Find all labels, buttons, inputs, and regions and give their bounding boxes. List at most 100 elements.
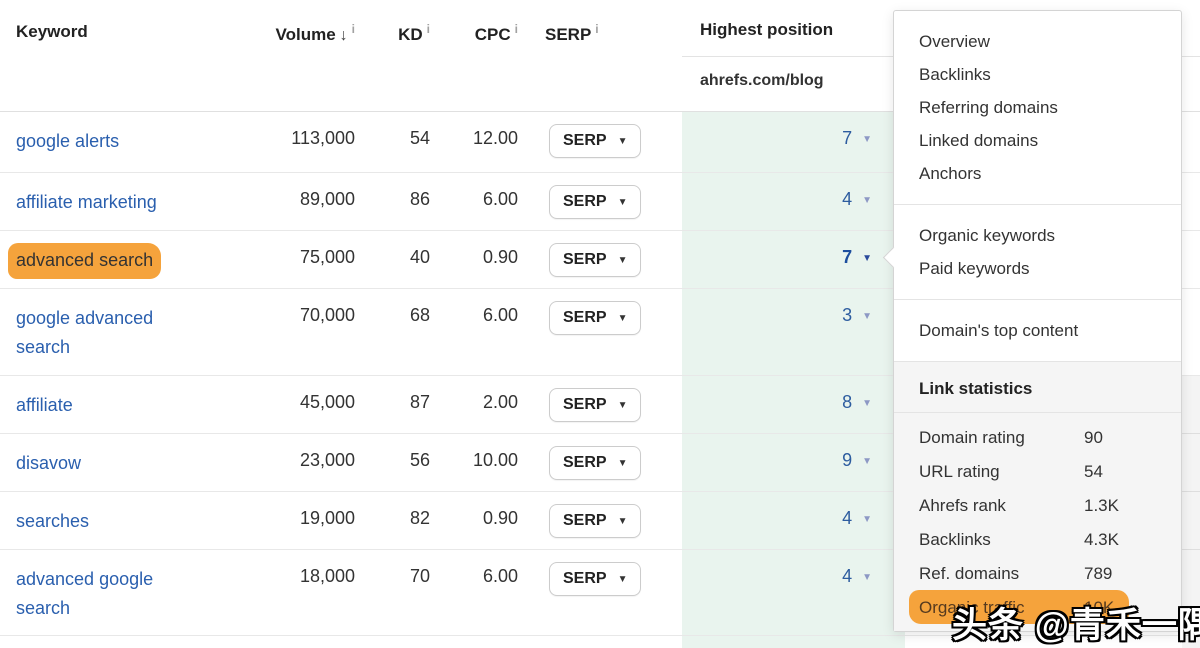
volume-cell: 113,000 (291, 128, 355, 148)
link-statistics-section: Link statistics Domain rating 90 URL rat… (894, 362, 1181, 631)
position-value: 4 (842, 508, 853, 528)
caret-down-icon: ▼ (862, 398, 872, 409)
volume-cell: 75,000 (299, 247, 355, 267)
serp-dropdown-button[interactable]: SERP ▼ (549, 504, 642, 538)
partial-row (0, 636, 1200, 648)
keyword-link[interactable]: advanced google search (16, 569, 154, 618)
menu-item[interactable]: Overview (919, 32, 990, 51)
menu-item[interactable]: Domain's top content (919, 321, 1079, 340)
caret-down-icon: ▼ (617, 399, 628, 411)
caret-down-icon: ▼ (617, 254, 628, 266)
cpc-cell: 6.00 (482, 189, 518, 209)
cpc-cell: 10.00 (472, 450, 518, 470)
keyword-link[interactable]: advanced search (8, 243, 162, 279)
keyword-link[interactable]: disavow (16, 453, 82, 473)
position-link[interactable]: 9 ▼ (842, 450, 872, 470)
position-cell: 4 ▼ (682, 492, 905, 549)
serp-dropdown-button[interactable]: SERP ▼ (549, 562, 642, 596)
cpc-cell: 12.00 (472, 128, 518, 148)
position-cell: 8 ▼ (682, 376, 905, 433)
keyword-link[interactable]: affiliate marketing (16, 192, 157, 212)
menu-item[interactable]: Paid keywords (919, 259, 1030, 278)
kd-cell: 40 (409, 247, 430, 267)
info-icon[interactable]: i (595, 22, 599, 36)
caret-down-icon: ▼ (617, 196, 628, 208)
menu-item[interactable]: Backlinks (919, 65, 991, 84)
position-link[interactable]: 8 ▼ (842, 392, 872, 412)
menu-section: Domain's top content (894, 300, 1181, 362)
info-icon[interactable]: i (426, 22, 430, 36)
serp-cell: SERP ▼ (518, 434, 682, 491)
position-cell: 9 ▼ (682, 434, 905, 491)
col-header-volume[interactable]: Volume ↓ i (240, 0, 355, 111)
kd-cell: 56 (409, 450, 430, 470)
table-row: advanced google search 18,000 70 6.00 SE… (0, 550, 1200, 636)
serp-cell: SERP ▼ (518, 492, 682, 549)
table-row: disavow 23,000 56 10.00 SERP ▼ 9 ▼ (0, 434, 1200, 492)
position-link[interactable]: 4 ▼ (842, 508, 872, 528)
kd-header-label: KD (398, 25, 423, 44)
position-link[interactable]: 4 ▼ (842, 566, 872, 586)
table-row: searches 19,000 82 0.90 SERP ▼ 4 ▼ (0, 492, 1200, 550)
target-domain-label: ahrefs.com/blog (700, 72, 824, 89)
serp-dropdown-button[interactable]: SERP ▼ (549, 388, 642, 422)
right-strip (1182, 376, 1200, 648)
serp-header-label: SERP (545, 25, 592, 44)
serp-cell: SERP ▼ (518, 289, 682, 375)
caret-down-icon: ▼ (862, 195, 872, 206)
menu-item[interactable]: Linked domains (919, 131, 1039, 150)
caret-down-icon: ▼ (617, 573, 628, 585)
keyword-link[interactable]: google advanced search (16, 308, 154, 357)
position-cell (682, 636, 905, 648)
serp-button-label: SERP (563, 396, 607, 413)
stat-row: URL rating 54 (894, 454, 1181, 488)
col-header-highest-position[interactable]: Highest position (700, 20, 834, 39)
menu-item[interactable]: Anchors (919, 164, 982, 183)
table-row: affiliate 45,000 87 2.00 SERP ▼ 8 ▼ (0, 376, 1200, 434)
cpc-cell: 0.90 (482, 508, 518, 528)
stat-label: Ahrefs rank (919, 495, 1006, 515)
position-link[interactable]: 3 ▼ (842, 305, 872, 325)
position-cell: 7 ▼ (682, 231, 905, 288)
serp-dropdown-button[interactable]: SERP ▼ (549, 243, 642, 277)
serp-dropdown-button[interactable]: SERP ▼ (549, 185, 642, 219)
menu-item[interactable]: Referring domains (919, 98, 1058, 117)
kd-cell: 68 (409, 305, 430, 325)
serp-dropdown-button[interactable]: SERP ▼ (549, 301, 642, 335)
watermark: 头条 @青禾一隅 (952, 606, 1200, 645)
serp-button-label: SERP (563, 454, 607, 471)
col-header-keyword[interactable]: Keyword (16, 22, 88, 41)
position-link[interactable]: 4 ▼ (842, 189, 872, 209)
cpc-cell: 0.90 (482, 247, 518, 267)
stat-value: 54 (1084, 461, 1103, 481)
table-row: advanced search 75,000 40 0.90 SERP ▼ 7 … (0, 231, 1200, 289)
table-row: google advanced search 70,000 68 6.00 SE… (0, 289, 1200, 376)
stat-label: Organic traffic (919, 597, 1025, 617)
keyword-cell: google advanced search (0, 289, 240, 375)
serp-cell: SERP ▼ (518, 231, 682, 288)
menu-item[interactable]: Organic keywords (919, 226, 1056, 245)
caret-down-icon: ▼ (862, 253, 872, 264)
position-cell: 4 ▼ (682, 173, 905, 230)
position-link[interactable]: 7 ▼ (842, 128, 872, 148)
serp-cell: SERP ▼ (518, 112, 682, 172)
stat-row: Organic traffic 10K (894, 590, 1181, 624)
serp-dropdown-button[interactable]: SERP ▼ (549, 446, 642, 480)
stat-row: Backlinks 4.3K (894, 522, 1181, 556)
keyword-cell: searches (0, 492, 240, 549)
serp-dropdown-button[interactable]: SERP ▼ (549, 124, 642, 158)
kd-cell: 87 (409, 392, 430, 412)
info-icon[interactable]: i (351, 22, 355, 36)
link-statistics-list: Domain rating 90 URL rating 54 Ahrefs ra… (894, 413, 1181, 624)
keyword-link[interactable]: google alerts (16, 131, 120, 151)
serp-button-label: SERP (563, 512, 607, 529)
col-header-cpc[interactable]: CPC i (430, 0, 518, 111)
info-icon[interactable]: i (514, 22, 518, 36)
keyword-link[interactable]: affiliate (16, 395, 73, 415)
keyword-link[interactable]: searches (16, 511, 90, 531)
position-link[interactable]: 7 ▼ (842, 247, 872, 267)
caret-down-icon: ▼ (617, 515, 628, 527)
col-header-kd[interactable]: KD i (355, 0, 430, 111)
position-value: 4 (842, 189, 853, 209)
context-menu: Overview Backlinks Referring domains Linked… (882, 10, 1182, 632)
